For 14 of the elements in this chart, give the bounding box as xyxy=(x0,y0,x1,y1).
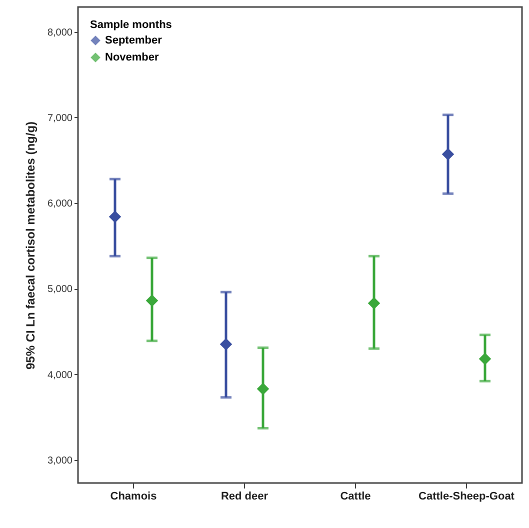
y-tick-label: 7,000 xyxy=(47,112,73,124)
y-tick-label: 3,000 xyxy=(47,455,73,466)
x-tick-label: Red deer xyxy=(220,490,269,502)
y-tick-label: 6,000 xyxy=(47,198,73,210)
y-tick-label: 5,000 xyxy=(47,284,73,296)
legend-label: November xyxy=(105,52,160,64)
y-tick-label: 8,000 xyxy=(47,27,73,38)
x-tick-label: Chamois xyxy=(110,490,157,502)
y-axis-title: 95% CI Ln faecal cortisol metabolites (ng/g) xyxy=(23,121,38,370)
y-tick-label: 4,000 xyxy=(47,370,73,381)
x-tick-label: Cattle xyxy=(340,490,371,502)
x-tick-label: Cattle-Sheep-Goat xyxy=(418,490,515,502)
legend-label: September xyxy=(105,34,163,46)
legend-title: Sample months xyxy=(90,19,172,31)
